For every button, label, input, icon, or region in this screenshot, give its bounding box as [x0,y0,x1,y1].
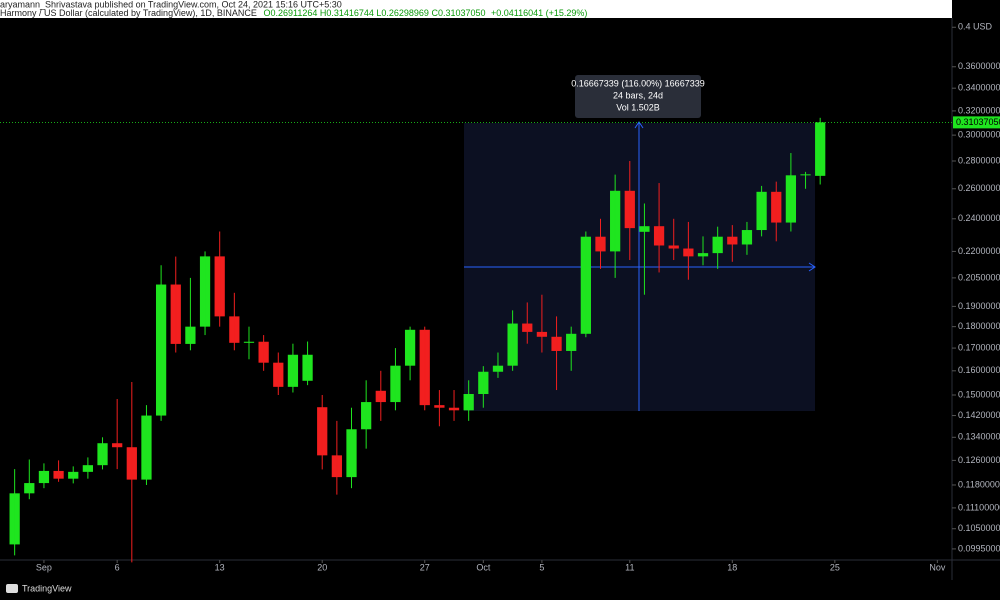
x-tick-label: Nov [929,562,946,572]
measure-text: 24 bars, 24d [613,90,663,100]
x-tick-label: Oct [476,562,491,572]
x-tick-label: 25 [830,562,840,572]
y-tick-label: 0.4 USD [958,22,993,32]
measure-tool: 0.16667339 (116.00%) 16667339 24 bars, 2… [464,75,816,411]
measure-tooltip [575,75,701,118]
last-price-label: 0.31037050 [956,117,1000,127]
y-tick-label: 0.09950000 [958,543,1000,553]
symbol: Harmony / US Dollar (calculated by Tradi… [0,8,257,18]
last-price-box [953,116,1000,129]
x-tick-label: 11 [625,562,634,572]
measure-text: 0.16667339 (116.00%) 16667339 [571,78,704,88]
symbol-line: Harmony / US Dollar (calculated by Tradi… [0,8,587,18]
brand: TradingView [22,583,72,593]
published-line: aryamann_Shrivastava published on Tradin… [0,0,342,9]
x-tick-label: 18 [727,562,737,572]
x-tick-label: 13 [215,562,225,572]
ohlc: O0.26911264 H0.31416744 L0.26298969 C0.3… [263,8,485,18]
header-bar [0,0,952,18]
arrow-head [808,262,816,272]
brand-logo [6,584,18,593]
x-tick-label: 6 [115,562,120,572]
y-tick-label: 0.11100000 [958,502,1000,512]
x-tick-label: Sep [36,562,52,572]
x-tick-label: 5 [539,562,544,572]
x-tick-label: 20 [317,562,327,572]
measure-text: Vol 1.502B [616,102,660,112]
change: +0.04116041 (+15.29%) [491,8,587,18]
x-tick-label: 27 [420,562,430,572]
